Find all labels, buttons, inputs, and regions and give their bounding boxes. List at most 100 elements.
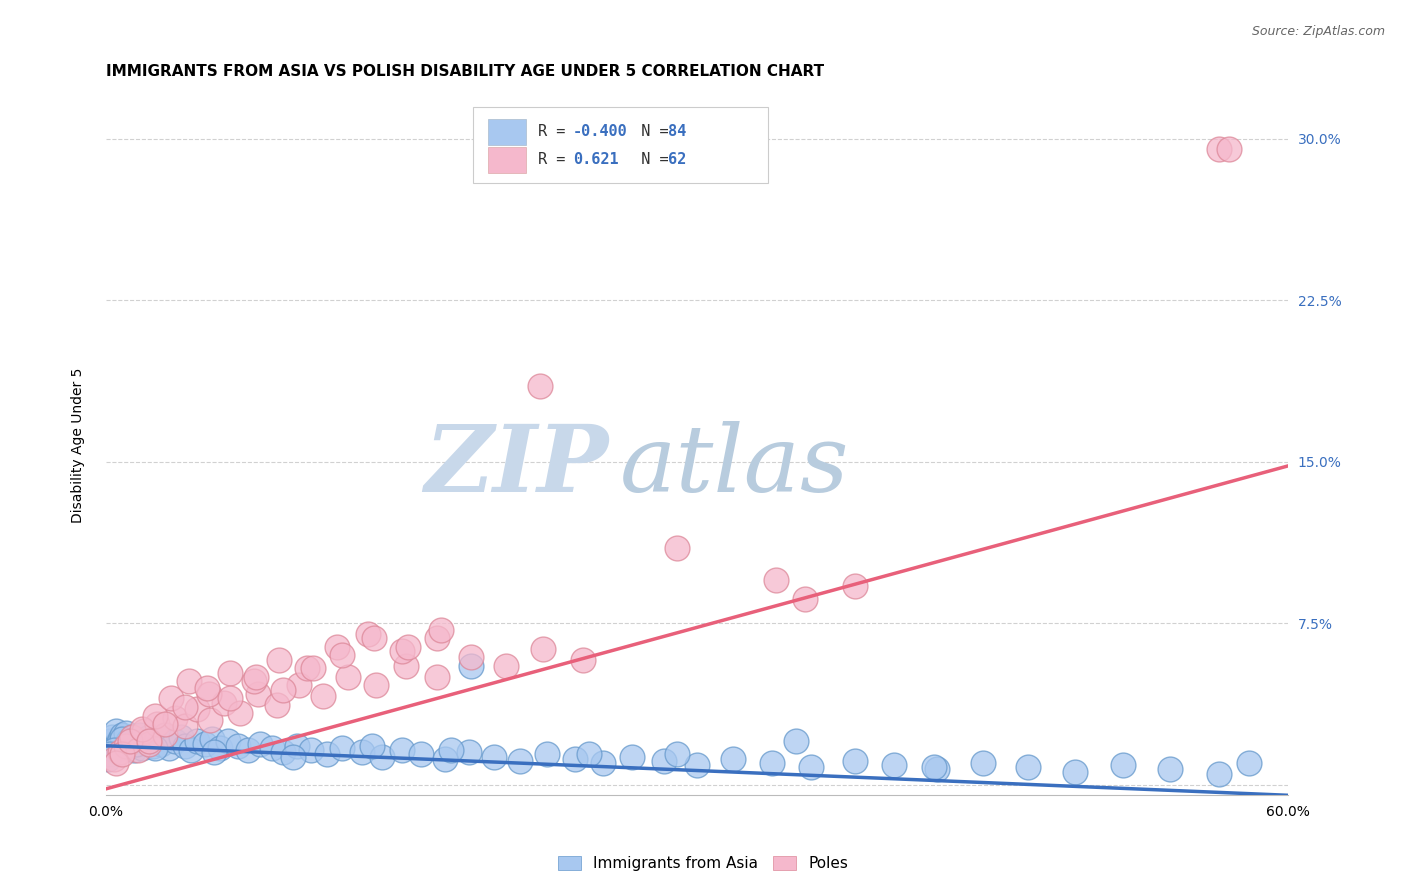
- Point: [153, 728, 176, 742]
- Point: [411, 747, 433, 762]
- Point: [111, 732, 134, 747]
- Point: [245, 670, 267, 684]
- Point: [394, 659, 416, 673]
- Text: atlas: atlas: [620, 421, 849, 511]
- Point: [194, 737, 217, 751]
- Point: [1237, 756, 1260, 770]
- Point: [163, 711, 186, 725]
- FancyBboxPatch shape: [472, 107, 768, 183]
- Point: [1112, 758, 1135, 772]
- Text: R =: R =: [537, 124, 574, 139]
- Point: [332, 648, 354, 663]
- Point: [170, 730, 193, 744]
- Point: [112, 740, 135, 755]
- Point: [312, 690, 335, 704]
- Point: [186, 702, 208, 716]
- Point: [564, 752, 586, 766]
- Point: [433, 752, 456, 766]
- Point: [666, 541, 689, 555]
- Point: [426, 631, 449, 645]
- Point: [800, 760, 823, 774]
- Point: [273, 682, 295, 697]
- Point: [103, 739, 125, 753]
- Point: [153, 717, 176, 731]
- Point: [482, 749, 505, 764]
- Point: [138, 734, 160, 748]
- Point: [128, 728, 150, 742]
- Point: [186, 734, 208, 748]
- Point: [621, 749, 644, 764]
- Point: [214, 696, 236, 710]
- Point: [765, 573, 787, 587]
- Point: [209, 740, 232, 755]
- Y-axis label: Disability Age Under 5: Disability Age Under 5: [72, 368, 86, 523]
- Point: [1208, 766, 1230, 780]
- Point: [457, 745, 479, 759]
- Point: [1159, 763, 1181, 777]
- Point: [269, 653, 291, 667]
- Text: N =: N =: [623, 124, 678, 139]
- Point: [299, 743, 322, 757]
- Point: [283, 749, 305, 764]
- Point: [117, 734, 139, 748]
- Point: [426, 670, 449, 684]
- Point: [121, 730, 143, 744]
- Point: [200, 713, 222, 727]
- Point: [337, 670, 360, 684]
- Point: [173, 700, 195, 714]
- Point: [243, 674, 266, 689]
- Text: -0.400: -0.400: [574, 124, 627, 139]
- Point: [157, 740, 180, 755]
- Point: [197, 687, 219, 701]
- Point: [118, 739, 141, 753]
- Point: [922, 760, 945, 774]
- Point: [260, 740, 283, 755]
- Point: [153, 728, 176, 742]
- Point: [121, 730, 143, 744]
- Point: [927, 763, 949, 777]
- Point: [529, 379, 551, 393]
- Point: [142, 739, 165, 753]
- Point: [180, 743, 202, 757]
- Text: IMMIGRANTS FROM ASIA VS POLISH DISABILITY AGE UNDER 5 CORRELATION CHART: IMMIGRANTS FROM ASIA VS POLISH DISABILIT…: [105, 64, 824, 79]
- Text: N =: N =: [623, 153, 678, 168]
- Text: 62: 62: [668, 153, 686, 168]
- Point: [101, 730, 124, 744]
- Point: [1017, 760, 1039, 774]
- Point: [533, 641, 555, 656]
- Point: [104, 756, 127, 770]
- Point: [391, 644, 413, 658]
- Point: [460, 650, 482, 665]
- Text: R =: R =: [537, 153, 583, 168]
- Point: [391, 743, 413, 757]
- Point: [1218, 142, 1240, 156]
- Point: [652, 754, 675, 768]
- Point: [173, 739, 195, 753]
- Point: [302, 661, 325, 675]
- Point: [364, 678, 387, 692]
- Point: [972, 756, 994, 770]
- Point: [226, 739, 249, 753]
- Point: [146, 732, 169, 747]
- Point: [460, 659, 482, 673]
- FancyBboxPatch shape: [488, 146, 526, 173]
- Point: [108, 732, 131, 747]
- Point: [131, 740, 153, 755]
- Point: [666, 747, 689, 762]
- Point: [160, 691, 183, 706]
- Point: [332, 740, 354, 755]
- Point: [97, 752, 120, 766]
- Text: ZIP: ZIP: [425, 421, 609, 511]
- Point: [371, 749, 394, 764]
- Point: [572, 653, 595, 667]
- Point: [108, 745, 131, 759]
- Point: [363, 631, 385, 645]
- Point: [266, 698, 288, 712]
- Point: [146, 717, 169, 731]
- Point: [204, 745, 226, 759]
- Point: [134, 734, 156, 748]
- Point: [143, 708, 166, 723]
- Point: [127, 737, 149, 751]
- Point: [352, 745, 374, 759]
- Point: [686, 758, 709, 772]
